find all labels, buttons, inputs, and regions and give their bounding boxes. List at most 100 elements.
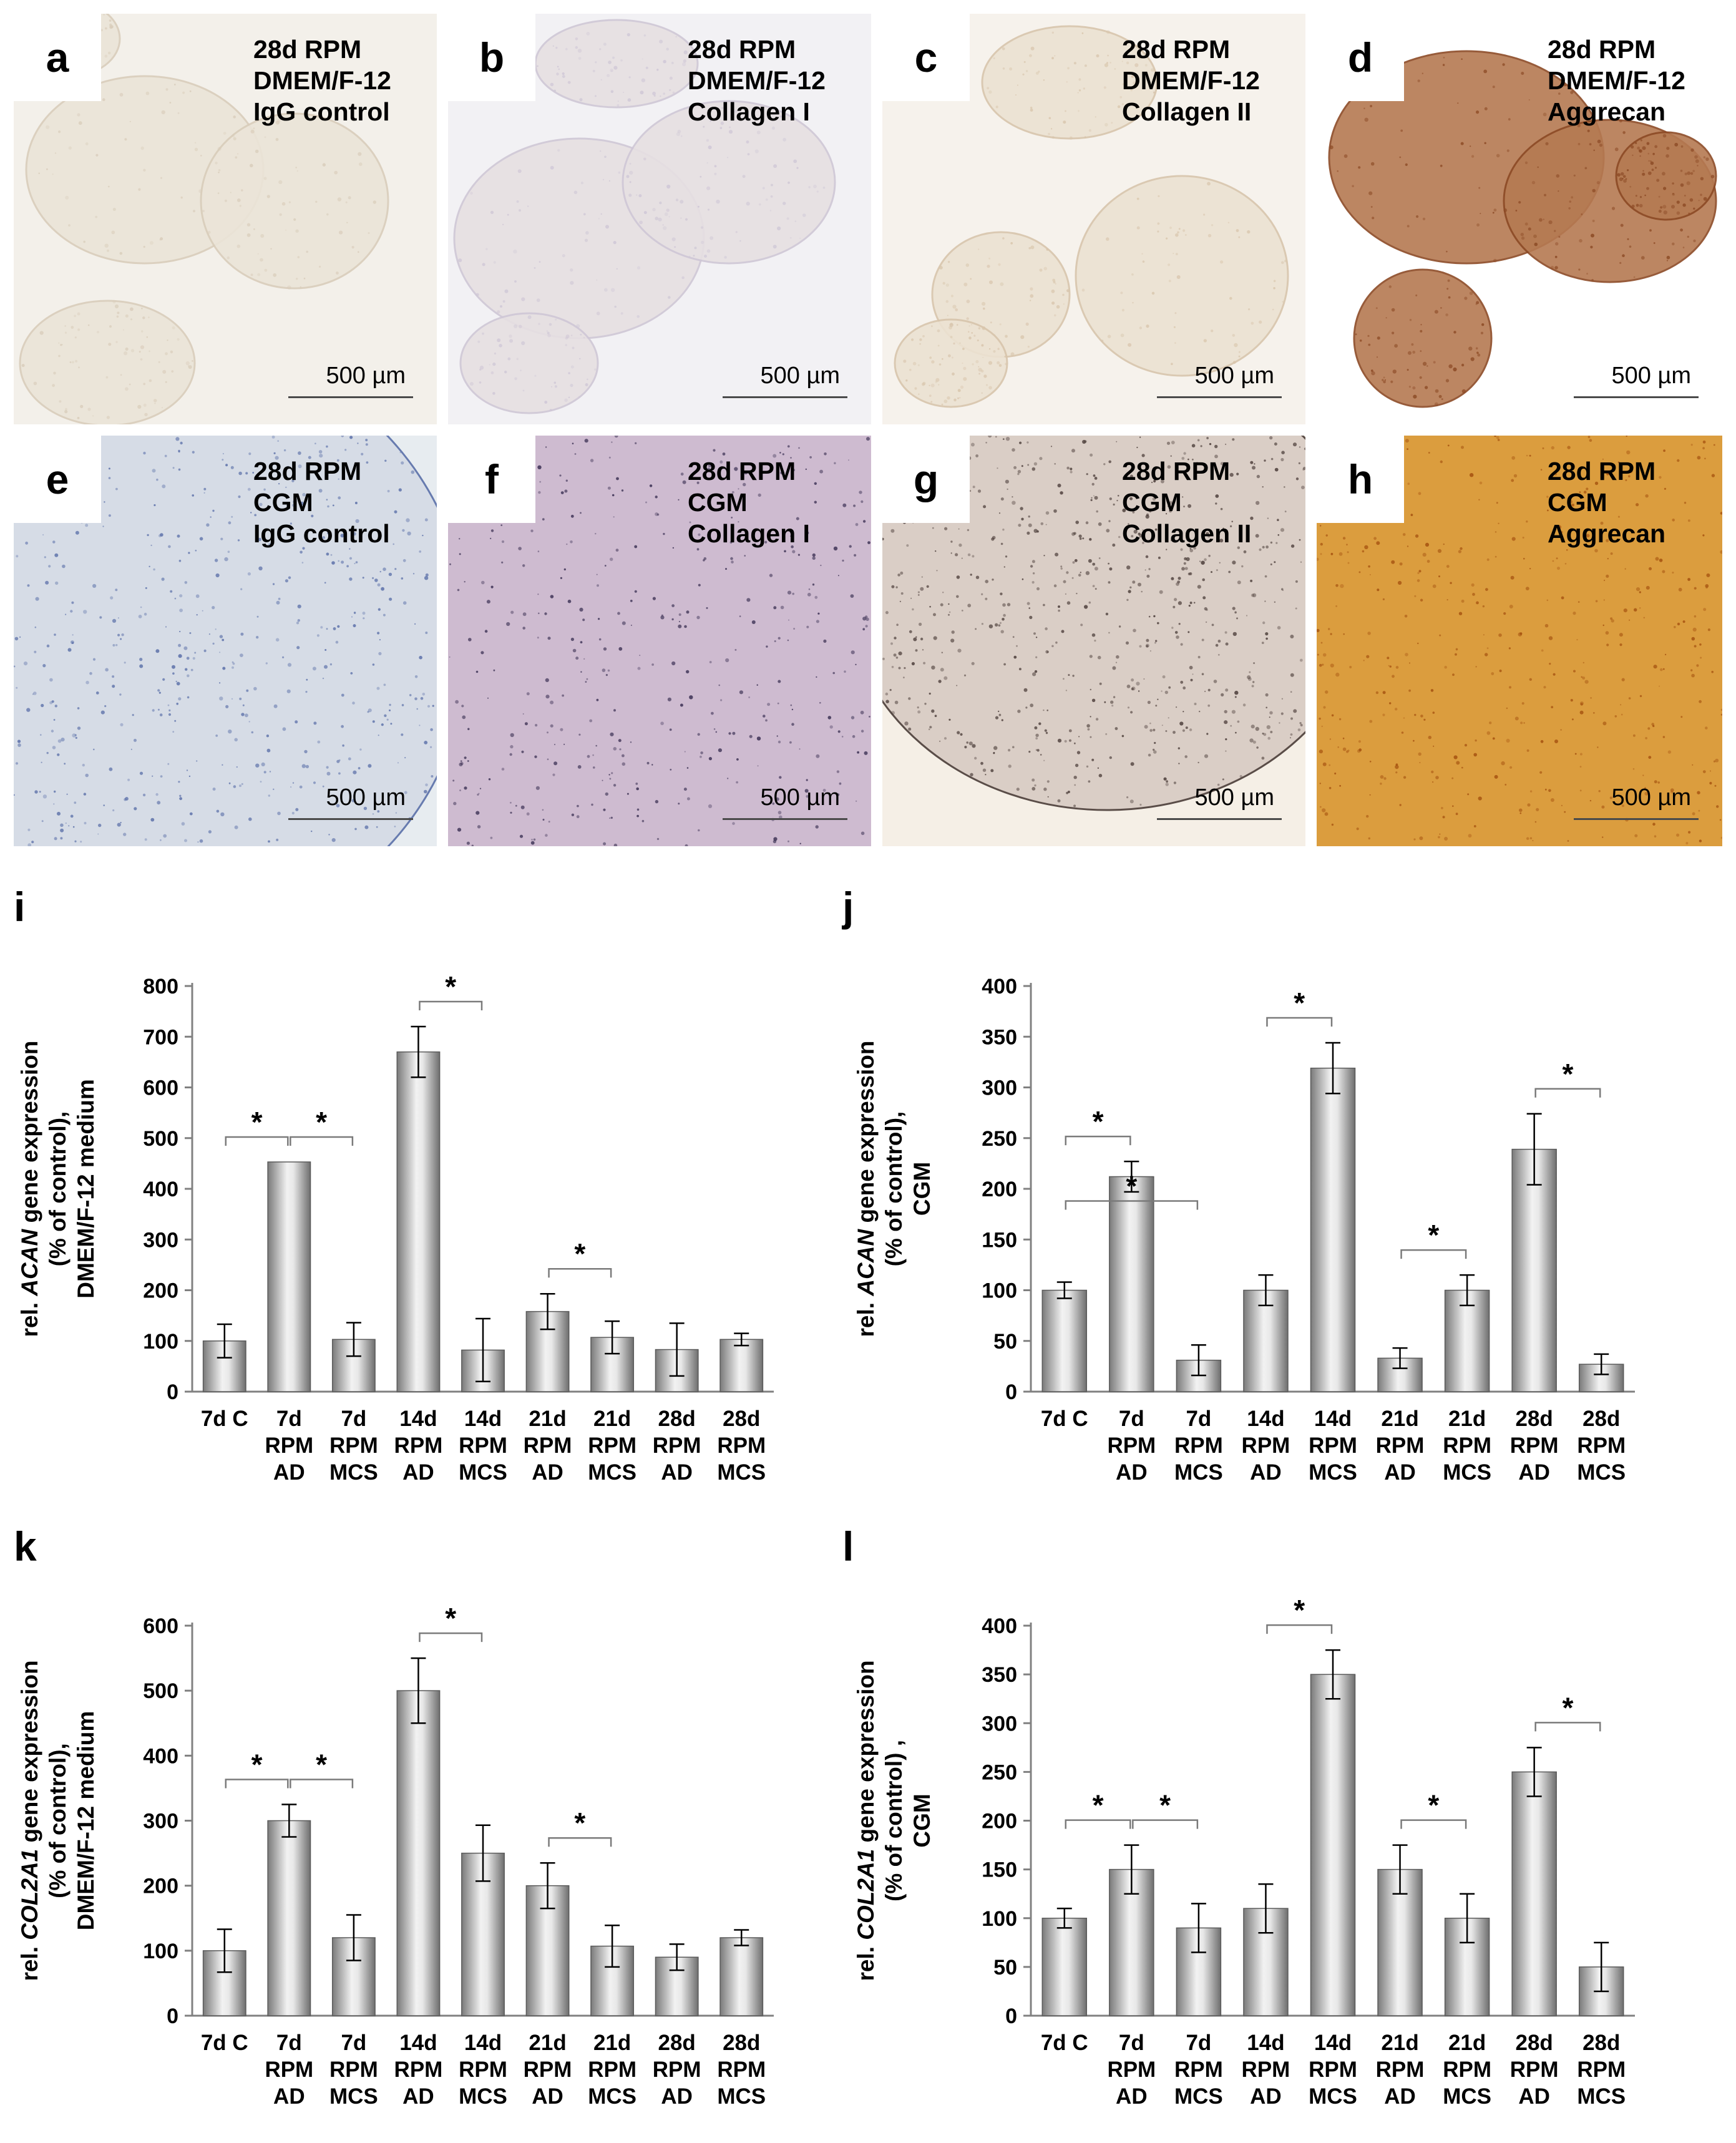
significance-star: * [574,1807,585,1839]
scale-bar [288,396,413,398]
x-category-label: MCS [329,1460,378,1485]
y-tick-label: 0 [1005,1380,1017,1404]
bar [267,1820,311,2016]
x-category-label: AD [1250,1460,1282,1485]
bar [1511,1771,1557,2016]
significance-star: * [574,1237,585,1270]
x-category-label: MCS [1309,2084,1357,2109]
y-tick-label: 100 [982,1907,1017,1931]
x-category-label: RPM [1107,2058,1156,2082]
x-category-label: RPM [1242,1433,1290,1458]
y-axis-label-line: rel. ACAN gene expression [853,1040,879,1337]
bar [719,1937,764,2016]
significance-star: * [1126,1170,1137,1203]
y-tick-label: 50 [993,1330,1017,1354]
significance-star: * [316,1106,327,1138]
y-tick-label: 500 [143,1127,178,1151]
caption-line: Collagen I [688,97,810,126]
scale-bar [723,396,847,398]
y-tick-label: 100 [982,1279,1017,1303]
x-category-label: 21d [529,1407,566,1431]
scale-bar [723,818,847,820]
significance-bracket [1132,1819,1199,1829]
y-tick-label: 350 [982,1663,1017,1687]
significance-bracket [1266,1624,1333,1634]
micrograph-panel-g: g 28d RPM CGM Collagen II 500 µm [882,436,1305,846]
y-axis-label-line: DMEM/F-12 medium [73,1711,99,1931]
x-category-label: 21d [1381,2031,1418,2055]
scale-bar [288,818,413,820]
scale-bar-label: 500 µm [1611,784,1691,811]
y-tick-label: 250 [982,1760,1017,1784]
bar [1041,1918,1088,2016]
x-category-label: RPM [459,1433,507,1458]
x-category-label: 7d [1119,2031,1144,2055]
x-category-label: RPM [653,2058,701,2082]
micrograph-panel-b: b 28d RPM DMEM/F-12 Collagen I 500 µm [448,14,871,424]
x-category-label: 7d [1119,1407,1144,1431]
panel-letter: g [882,436,970,523]
significance-bracket [1400,1249,1467,1259]
caption-line: Collagen II [1122,519,1252,548]
bar [1109,1176,1154,1392]
x-category-label: 21d [1448,2031,1486,2055]
x-category-label: 14d [1314,1407,1352,1431]
tissue-image-e [14,436,437,846]
y-tick-label: 600 [143,1614,178,1638]
caption-line: 28d RPM [688,457,796,486]
micrograph-panel-a: a 28d RPM DMEM/F-12 IgG control 500 µm [14,14,437,424]
x-category-label: 21d [593,2031,631,2055]
caption-line: DMEM/F-12 [253,66,391,95]
caption-line: DMEM/F-12 [1122,66,1260,95]
x-category-label: AD [1518,1460,1550,1485]
y-tick-label: 0 [167,1380,178,1404]
x-category-label: 7d C [201,1407,248,1431]
panel-caption: 28d RPM CGM IgG control [253,456,390,549]
panel-letter: a [14,14,101,101]
caption-line: Collagen II [1122,97,1252,126]
x-category-label: 28d [1516,2031,1553,2055]
y-tick-label: 700 [143,1025,178,1049]
y-tick-label: 350 [982,1025,1017,1049]
y-axis-label-part: ACAN [17,1229,42,1297]
x-category-label: RPM [265,1433,313,1458]
bar [1310,1674,1356,2016]
x-category-label: AD [661,2084,693,2109]
scale-bar [1574,818,1699,820]
x-category-label: 21d [1448,1407,1486,1431]
significance-bracket [548,1267,612,1278]
x-category-label: 7d [341,2031,366,2055]
micrograph-panel-c: c 28d RPM DMEM/F-12 Collagen II 500 µm [882,14,1305,424]
caption-line: 28d RPM [1548,35,1656,64]
x-category-label: 14d [399,2031,437,2055]
y-tick-label: 300 [982,1712,1017,1735]
panel-letter: c [882,14,970,101]
x-category-label: AD [402,2084,434,2109]
y-axis-label-line: (% of control), [45,1111,71,1267]
micrograph-panel-d: d 28d RPM DMEM/F-12 Aggrecan 500 µm [1317,14,1722,424]
bar [1243,1289,1289,1392]
significance-star: * [251,1106,263,1138]
x-category-label: AD [532,1460,563,1485]
significance-bracket [290,1779,354,1789]
significance-bracket [1065,1200,1199,1210]
caption-line: 28d RPM [253,35,362,64]
caption-line: CGM [1122,488,1182,517]
y-axis-label-line: (% of control), [881,1111,907,1267]
micrograph-panel-e: e 28d RPM CGM IgG control 500 µm [14,436,437,846]
y-axis-label-part: rel. [853,1940,879,1981]
panel-caption: 28d RPM CGM Aggrecan [1548,456,1665,549]
x-category-label: 14d [1314,2031,1352,2055]
x-category-label: RPM [588,2058,636,2082]
x-category-label: RPM [653,1433,701,1458]
panel-caption: 28d RPM DMEM/F-12 Aggrecan [1548,34,1685,127]
panel-caption: 28d RPM DMEM/F-12 Collagen I [688,34,826,127]
x-category-label: AD [1116,2084,1148,2109]
x-category-label: 7d [276,1407,302,1431]
y-axis-label-part: rel. [853,1296,879,1337]
y-axis-label: rel. ACAN gene expression (% of control),… [853,1040,935,1337]
x-category-label: AD [661,1460,693,1485]
significance-bracket [225,1136,289,1146]
panel-letter: b [448,14,535,101]
scale-bar [1157,818,1282,820]
